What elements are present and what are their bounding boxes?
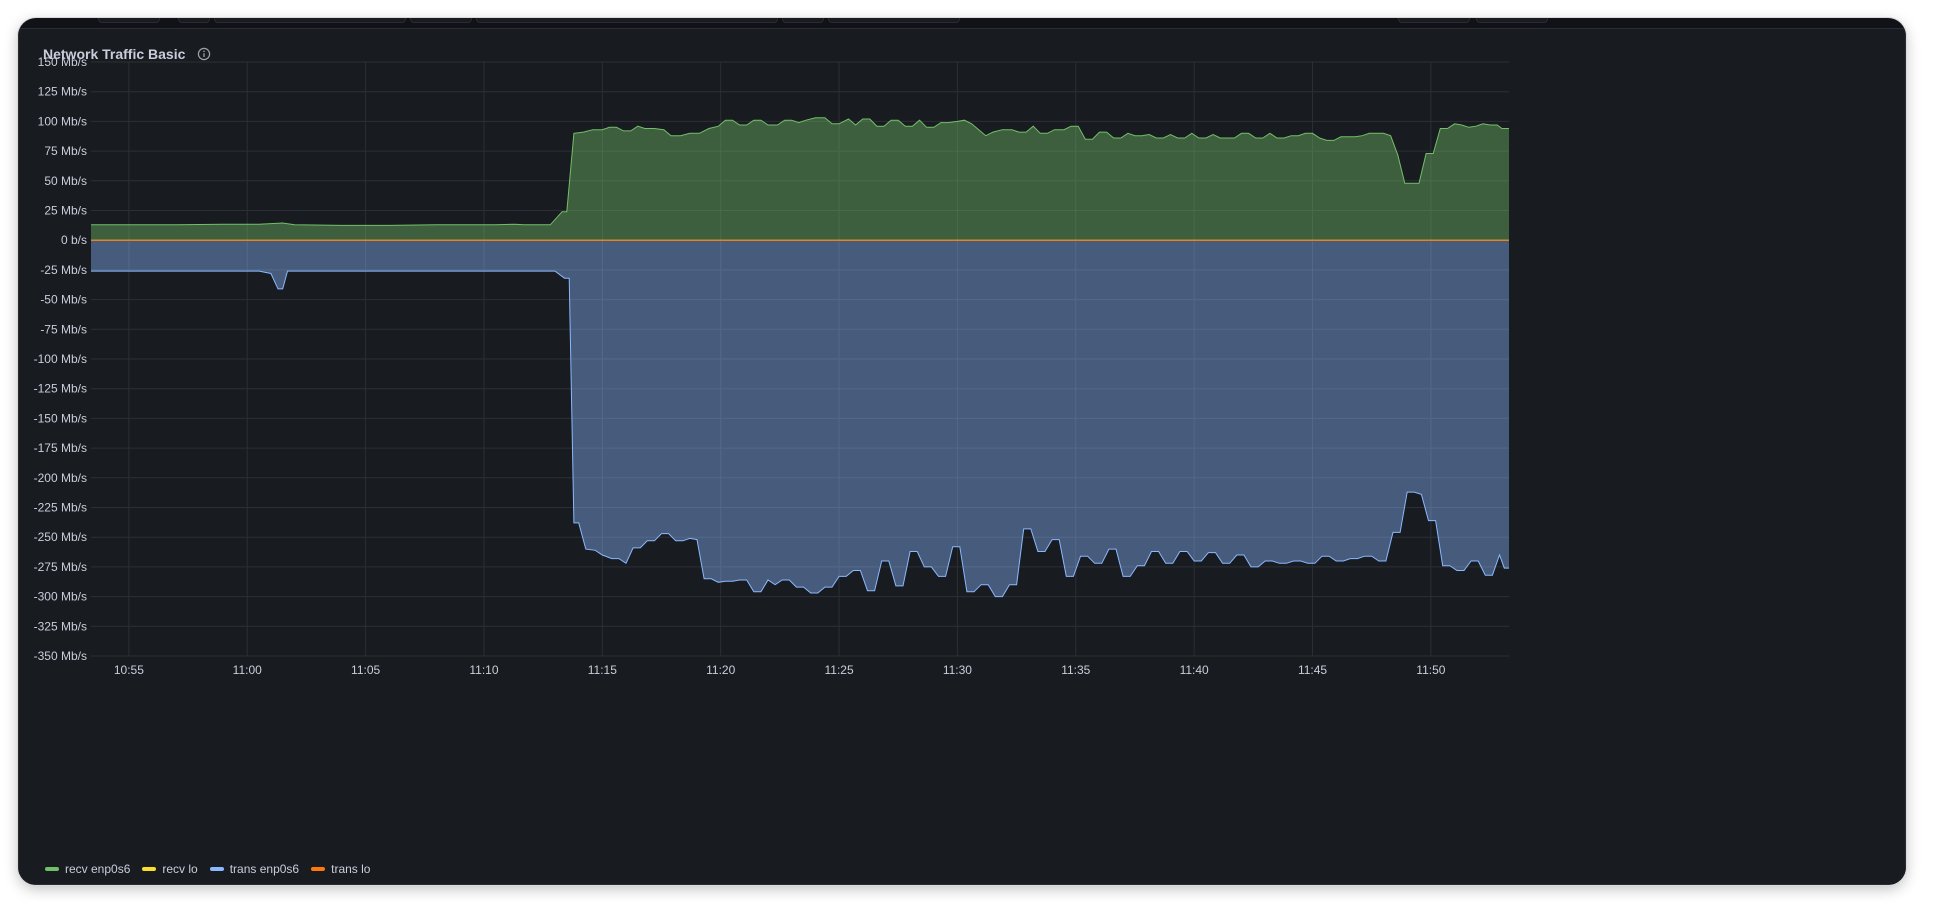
top-strip-segment <box>828 18 960 23</box>
x-tick-label: 11:25 <box>824 663 853 677</box>
y-tick-label: -50 Mb/s <box>40 293 87 307</box>
top-strip-segment <box>178 18 210 23</box>
y-tick-label: 50 Mb/s <box>44 174 87 188</box>
y-tick-label: -125 Mb/s <box>34 382 87 396</box>
y-tick-label: 25 Mb/s <box>44 204 87 218</box>
y-tick-label: -200 Mb/s <box>34 471 87 485</box>
y-tick-label: 100 Mb/s <box>38 114 87 128</box>
x-tick-label: 11:15 <box>588 663 617 677</box>
app-window: Network Traffic Basic 150 Mb/s 125 Mb/s 10… <box>18 18 1906 885</box>
x-tick-label: 11:35 <box>1061 663 1090 677</box>
y-tick-label: -100 Mb/s <box>34 352 87 366</box>
y-tick-label: -300 Mb/s <box>34 590 87 604</box>
y-tick-label: -25 Mb/s <box>40 263 87 277</box>
top-strip-segment <box>476 18 778 23</box>
y-tick-label: -350 Mb/s <box>34 649 87 663</box>
x-tick-label: 11:10 <box>469 663 498 677</box>
top-strip-segment <box>1398 18 1470 23</box>
legend-swatch <box>311 867 325 871</box>
y-tick-label: -275 Mb/s <box>34 560 87 574</box>
legend-item-recv-lo[interactable]: recv lo <box>142 862 197 876</box>
y-tick-label: 0 b/s <box>61 233 87 247</box>
x-tick-label: 11:20 <box>706 663 735 677</box>
x-tick-label: 11:40 <box>1180 663 1209 677</box>
y-tick-label: -175 Mb/s <box>34 441 87 455</box>
network-traffic-chart[interactable]: 150 Mb/s 125 Mb/s 100 Mb/s 75 Mb/s 50 Mb/s 25… <box>19 29 1906 885</box>
x-tick-label: 11:50 <box>1416 663 1445 677</box>
y-tick-label: 125 Mb/s <box>38 85 87 99</box>
top-strip-segment <box>1476 18 1548 23</box>
legend-label: recv enp0s6 <box>65 862 130 876</box>
y-tick-label: -325 Mb/s <box>34 619 87 633</box>
legend-swatch <box>45 867 59 871</box>
legend-label: recv lo <box>162 862 197 876</box>
x-tick-label: 10:55 <box>114 663 144 677</box>
legend-swatch <box>210 867 224 871</box>
legend-label: trans lo <box>331 862 370 876</box>
x-tick-label: 11:00 <box>233 663 262 677</box>
y-tick-label: 150 Mb/s <box>38 55 87 69</box>
x-tick-label: 11:30 <box>943 663 972 677</box>
top-strip-segment <box>782 18 824 23</box>
legend-swatch <box>142 867 156 871</box>
y-tick-label: -250 Mb/s <box>34 530 87 544</box>
y-tick-label: 75 Mb/s <box>44 144 87 158</box>
y-tick-label: -75 Mb/s <box>40 322 87 336</box>
top-strip-segment <box>98 18 160 23</box>
legend-item-trans-enp0s6[interactable]: trans enp0s6 <box>210 862 299 876</box>
x-tick-label: 11:45 <box>1298 663 1327 677</box>
top-strip-segment <box>214 18 406 23</box>
top-strip-segment <box>410 18 472 23</box>
legend-item-recv-enp0s6[interactable]: recv enp0s6 <box>45 862 130 876</box>
legend-item-trans-lo[interactable]: trans lo <box>311 862 370 876</box>
top-strip <box>18 18 1906 28</box>
legend-label: trans enp0s6 <box>230 862 299 876</box>
x-tick-label: 11:05 <box>351 663 380 677</box>
chart-legend: recv enp0s6 recv lo trans enp0s6 trans lo <box>45 862 370 876</box>
network-traffic-panel: Network Traffic Basic 150 Mb/s 125 Mb/s 10… <box>18 28 1906 885</box>
y-tick-label: -150 Mb/s <box>34 411 87 425</box>
y-tick-label: -225 Mb/s <box>34 501 87 515</box>
